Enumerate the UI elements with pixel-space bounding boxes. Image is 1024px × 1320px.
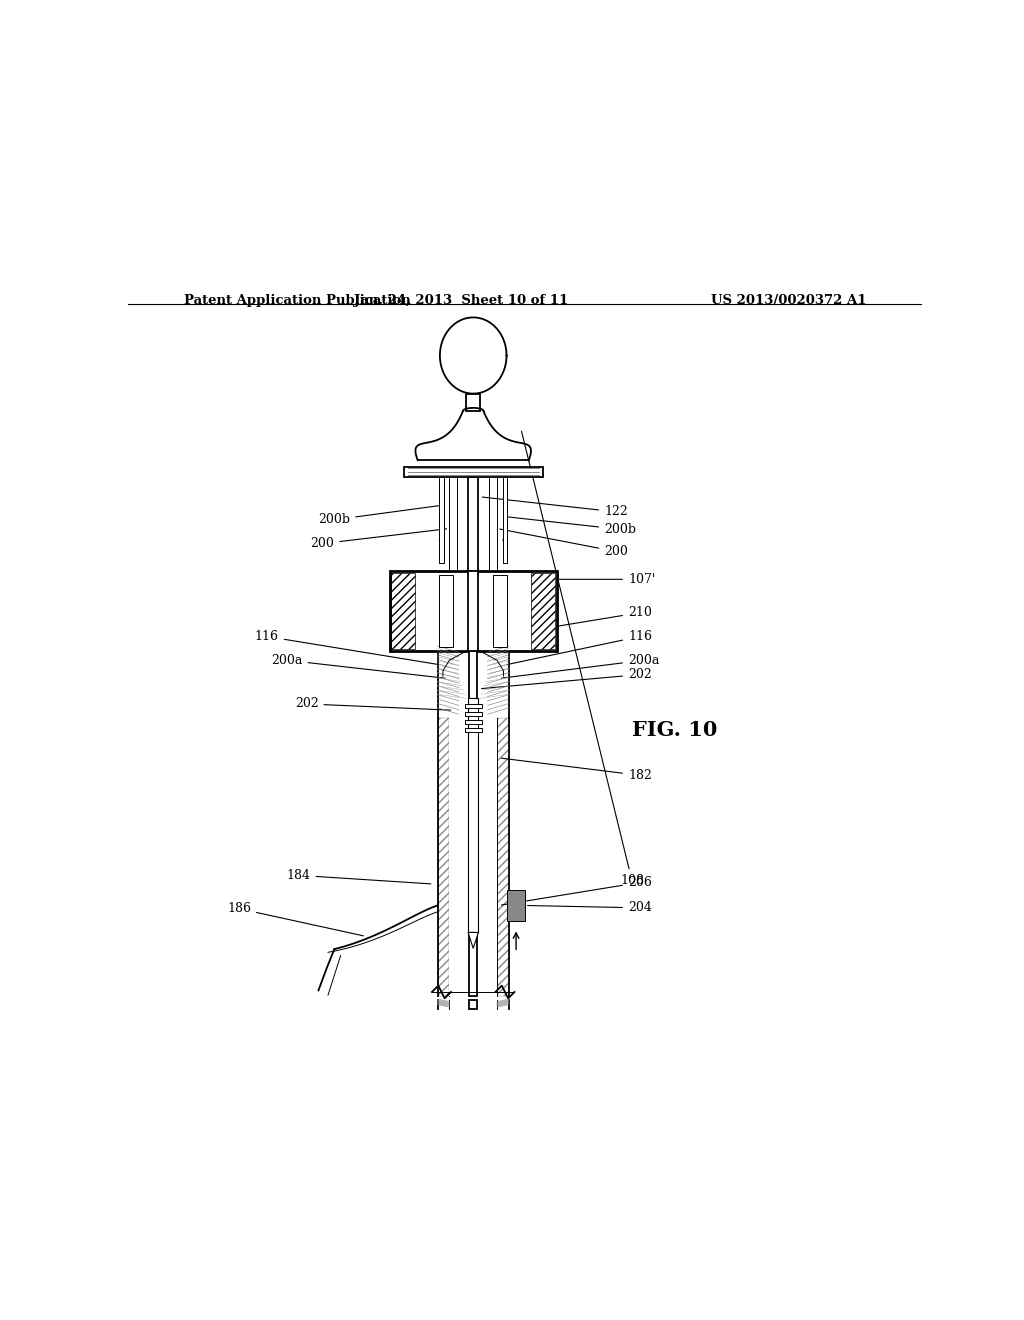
Text: 184: 184 <box>287 869 431 884</box>
Bar <box>494 576 507 647</box>
Bar <box>465 713 481 717</box>
Text: 182: 182 <box>502 758 652 781</box>
Polygon shape <box>503 477 507 564</box>
Text: 116: 116 <box>508 630 652 664</box>
Text: Jan. 24, 2013  Sheet 10 of 11: Jan. 24, 2013 Sheet 10 of 11 <box>354 293 568 306</box>
Text: 202: 202 <box>295 697 451 710</box>
Text: 200a: 200a <box>502 653 659 678</box>
Text: 108: 108 <box>521 432 644 887</box>
Polygon shape <box>468 932 478 948</box>
Polygon shape <box>466 393 480 411</box>
Text: 210: 210 <box>508 606 652 635</box>
Polygon shape <box>439 477 443 564</box>
Text: 107': 107' <box>559 573 655 586</box>
Text: FIG. 10: FIG. 10 <box>632 721 717 741</box>
Text: 116: 116 <box>255 630 438 664</box>
Bar <box>391 573 416 649</box>
Polygon shape <box>469 651 477 997</box>
Bar <box>465 705 481 709</box>
Polygon shape <box>468 572 478 651</box>
Bar <box>403 466 543 477</box>
Bar <box>437 718 450 997</box>
Text: US 2013/0020372 A1: US 2013/0020372 A1 <box>711 293 866 306</box>
Bar <box>465 721 481 725</box>
Text: 200: 200 <box>500 529 628 558</box>
Polygon shape <box>468 698 478 932</box>
Bar <box>439 576 454 647</box>
Text: 206: 206 <box>502 876 652 906</box>
Text: 186: 186 <box>227 902 364 936</box>
Text: 122: 122 <box>482 498 628 519</box>
Bar <box>497 718 509 997</box>
Bar <box>390 572 557 651</box>
Text: Patent Application Publication: Patent Application Publication <box>183 293 411 306</box>
Polygon shape <box>450 718 497 997</box>
Text: 200a: 200a <box>271 653 445 678</box>
Text: 200b: 200b <box>318 506 443 527</box>
Text: 200: 200 <box>310 529 446 550</box>
Text: 200b: 200b <box>508 517 636 536</box>
Text: 202: 202 <box>481 668 651 689</box>
Polygon shape <box>468 477 478 572</box>
Polygon shape <box>469 1001 477 1010</box>
Bar <box>465 729 481 733</box>
Bar <box>507 891 525 920</box>
Bar <box>531 573 555 649</box>
Text: 204: 204 <box>527 902 652 915</box>
